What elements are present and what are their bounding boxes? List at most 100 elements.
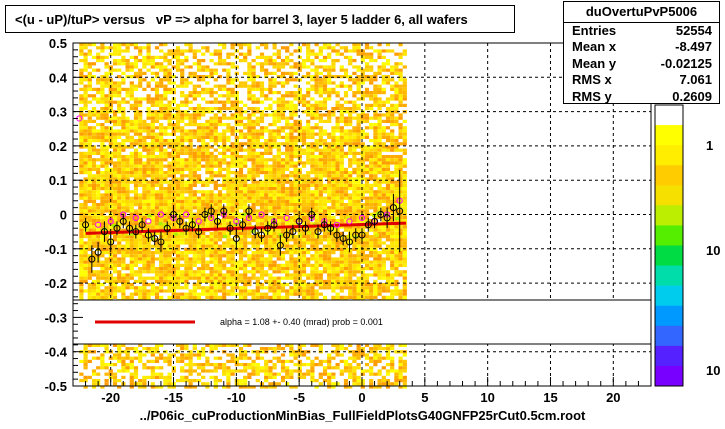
heatmap-cell bbox=[121, 254, 126, 258]
heatmap-cell bbox=[91, 263, 97, 267]
heatmap-cell bbox=[318, 94, 323, 98]
heatmap-cell bbox=[268, 260, 273, 264]
heatmap-cell bbox=[264, 142, 269, 146]
heatmap-cell bbox=[331, 180, 336, 184]
heatmap-cell bbox=[230, 263, 235, 267]
heatmap-cell bbox=[167, 206, 172, 210]
heatmap-cell bbox=[180, 251, 185, 255]
heatmap-cell bbox=[175, 142, 181, 146]
heatmap-cell bbox=[272, 372, 277, 376]
heatmap-cell bbox=[289, 260, 294, 264]
heatmap-cell bbox=[280, 254, 286, 258]
heatmap-cell bbox=[251, 126, 256, 130]
heatmap-cell bbox=[180, 270, 185, 274]
heatmap-cell bbox=[146, 161, 151, 165]
heatmap-cell bbox=[268, 187, 273, 191]
heatmap-cell bbox=[125, 59, 130, 63]
heatmap-cell bbox=[285, 46, 290, 50]
heatmap-cell bbox=[327, 359, 332, 363]
heatmap-cell bbox=[154, 75, 160, 79]
heatmap-cell bbox=[335, 126, 340, 130]
heatmap-cell bbox=[79, 235, 84, 239]
heatmap-cell bbox=[133, 215, 139, 219]
heatmap-cell bbox=[264, 273, 269, 277]
heatmap-cell bbox=[209, 260, 214, 264]
heatmap-cell bbox=[154, 231, 160, 235]
heatmap-cell bbox=[230, 257, 235, 261]
heatmap-cell bbox=[255, 183, 260, 187]
heatmap-cell bbox=[201, 212, 206, 216]
heatmap-cell bbox=[327, 279, 332, 283]
heatmap-cell bbox=[259, 55, 265, 59]
heatmap-cell bbox=[268, 107, 273, 111]
heatmap-cell bbox=[280, 263, 286, 267]
heatmap-cell bbox=[142, 139, 147, 143]
heatmap-cell bbox=[285, 145, 290, 149]
heatmap-cell bbox=[276, 257, 281, 261]
heatmap-cell bbox=[230, 292, 235, 296]
heatmap-cell bbox=[255, 187, 260, 191]
heatmap-cell bbox=[121, 43, 126, 47]
heatmap-cell bbox=[138, 385, 143, 389]
heatmap-cell bbox=[79, 263, 84, 267]
heatmap-cell bbox=[138, 206, 143, 210]
heatmap-cell bbox=[318, 135, 323, 139]
heatmap-cell bbox=[285, 228, 290, 232]
heatmap-cell bbox=[205, 263, 210, 267]
heatmap-cell bbox=[133, 372, 139, 376]
heatmap-cell bbox=[201, 145, 206, 149]
heatmap-cell bbox=[335, 155, 340, 159]
heatmap-cell bbox=[188, 257, 193, 261]
heatmap-cell bbox=[272, 347, 277, 351]
heatmap-cell bbox=[285, 62, 290, 66]
heatmap-cell bbox=[108, 273, 113, 277]
heatmap-cell bbox=[234, 123, 239, 127]
heatmap-cell bbox=[121, 260, 126, 264]
heatmap-cell bbox=[272, 132, 277, 136]
heatmap-cell bbox=[331, 81, 336, 85]
heatmap-cell bbox=[209, 135, 214, 139]
heatmap-cell bbox=[222, 267, 227, 271]
heatmap-cell bbox=[121, 161, 126, 165]
heatmap-cell bbox=[322, 295, 328, 299]
heatmap-cell bbox=[322, 251, 328, 255]
heatmap-cell bbox=[222, 279, 227, 283]
heatmap-cell bbox=[87, 375, 92, 379]
heatmap-cell bbox=[146, 206, 151, 210]
heatmap-cell bbox=[310, 110, 315, 114]
heatmap-cell bbox=[121, 171, 126, 175]
heatmap-cell bbox=[188, 356, 193, 360]
heatmap-cell bbox=[83, 347, 88, 351]
heatmap-cell bbox=[184, 151, 189, 155]
heatmap-cell bbox=[285, 366, 290, 370]
heatmap-cell bbox=[163, 59, 168, 63]
heatmap-cell bbox=[280, 289, 286, 293]
heatmap-cell bbox=[331, 263, 336, 267]
heatmap-cell bbox=[117, 350, 122, 354]
heatmap-cell bbox=[331, 382, 336, 386]
heatmap-cell bbox=[213, 215, 218, 219]
heatmap-cell bbox=[79, 68, 84, 72]
heatmap-cell bbox=[226, 343, 231, 347]
heatmap-cell bbox=[129, 356, 134, 360]
heatmap-cell bbox=[310, 283, 315, 287]
heatmap-cell bbox=[108, 267, 113, 271]
heatmap-cell bbox=[222, 283, 227, 287]
heatmap-cell bbox=[264, 59, 269, 63]
heatmap-cell bbox=[121, 209, 126, 213]
heatmap-cell bbox=[96, 209, 101, 213]
heatmap-cell bbox=[91, 228, 97, 232]
heatmap-cell bbox=[125, 46, 130, 50]
heatmap-cell bbox=[226, 78, 231, 82]
heatmap-cell bbox=[150, 187, 155, 191]
heatmap-cell bbox=[129, 123, 134, 127]
heatmap-cell bbox=[133, 286, 139, 290]
heatmap-cell bbox=[138, 52, 143, 56]
heatmap-cell bbox=[322, 174, 328, 178]
heatmap-cell bbox=[96, 206, 101, 210]
heatmap-cell bbox=[306, 94, 311, 98]
heatmap-cell bbox=[150, 100, 155, 104]
heatmap-cell bbox=[112, 289, 118, 293]
heatmap-cell bbox=[213, 68, 218, 72]
heatmap-cell bbox=[159, 375, 164, 379]
